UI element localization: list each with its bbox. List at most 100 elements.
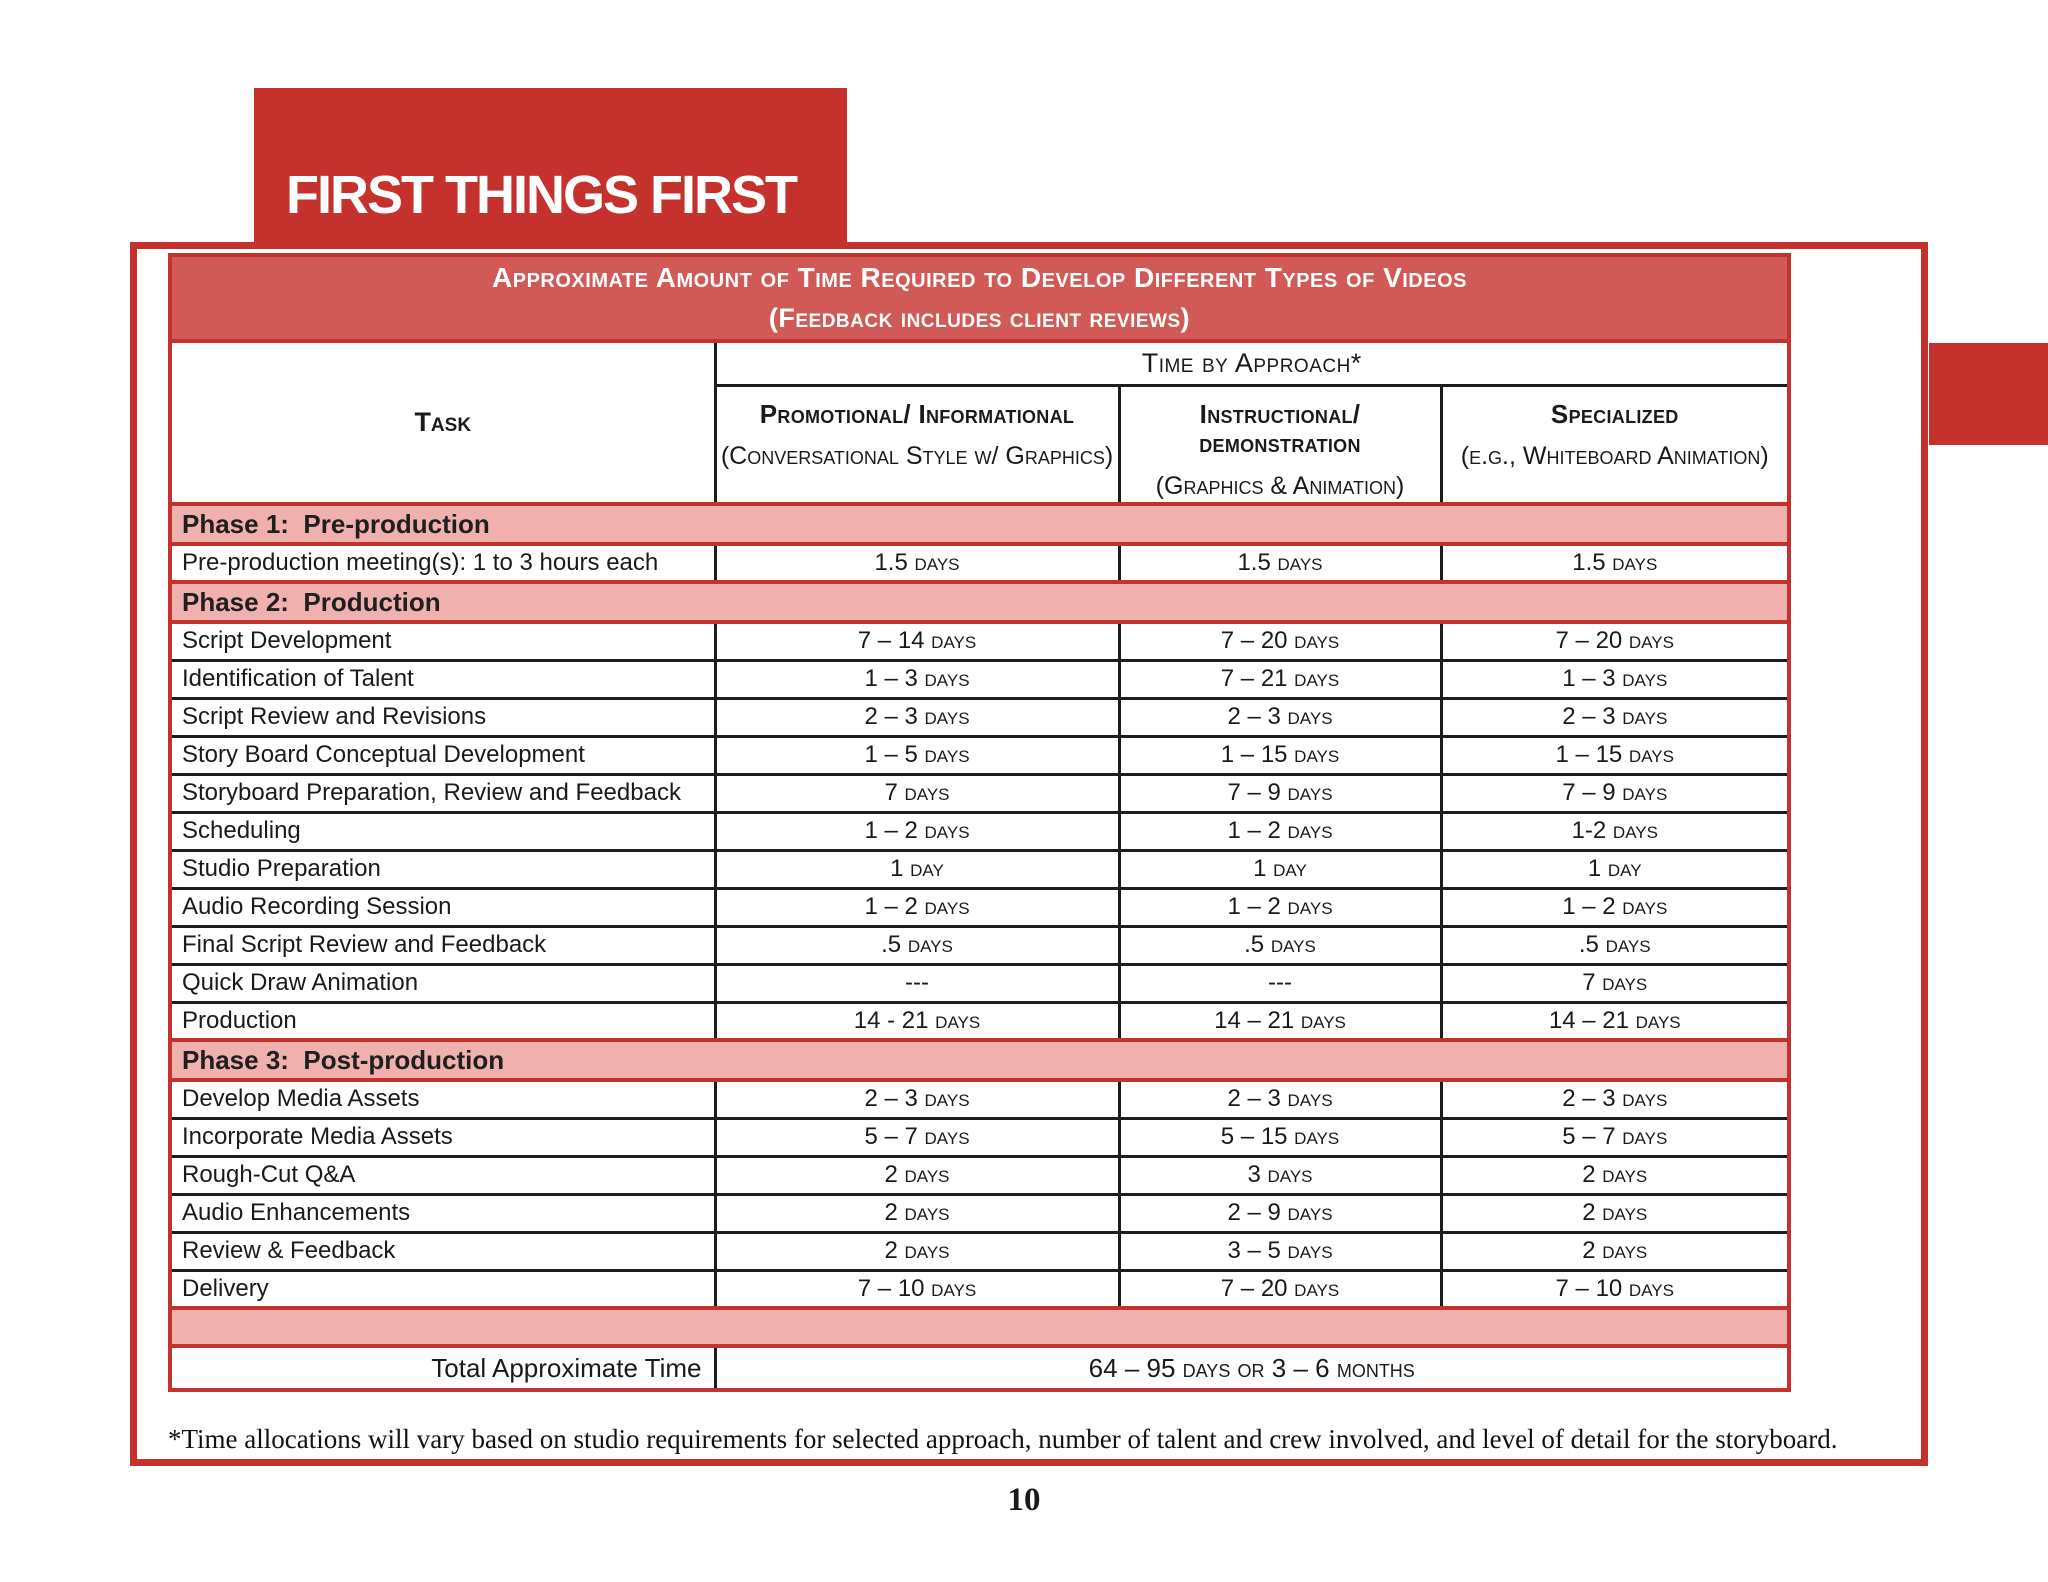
task-cell: Story Board Conceptual Development <box>170 734 715 775</box>
task-cell: Final Script Review and Feedback <box>170 924 715 965</box>
table-row: Audio Enhancements 2 days 2 – 9 days 2 d… <box>170 1192 1790 1233</box>
value-cell: 5 – 15 days <box>1117 1116 1441 1157</box>
table-row: Studio Preparation 1 day 1 day 1 day <box>170 848 1790 889</box>
value-cell: 1 day <box>1117 848 1441 889</box>
value-cell: 1 day <box>713 848 1119 889</box>
column-label: Instructional/ demonstration <box>1199 398 1361 459</box>
table-row: Story Board Conceptual Development 1 – 5… <box>170 734 1790 775</box>
total-row: Total Approximate Time 64 – 95 days or 3… <box>170 1346 1790 1391</box>
value-cell: 1 – 2 days <box>1117 810 1441 851</box>
task-cell: Rough-Cut Q&A <box>170 1154 715 1195</box>
value-cell: 1 – 5 days <box>713 734 1119 775</box>
table-subtitle: (Feedback includes client reviews) <box>768 303 1191 333</box>
value-cell: 1.5 days <box>1117 542 1441 583</box>
table-row: Incorporate Media Assets 5 – 7 days 5 – … <box>170 1116 1790 1157</box>
table-row: Final Script Review and Feedback .5 days… <box>170 924 1790 965</box>
time-table: Approximate Amount of Time Required to D… <box>168 253 1792 1393</box>
value-cell: 2 days <box>713 1230 1119 1271</box>
value-cell: 1 – 2 days <box>713 810 1119 851</box>
table-row: Rough-Cut Q&A 2 days 3 days 2 days <box>170 1154 1790 1195</box>
value-cell: 1 – 2 days <box>1439 886 1790 927</box>
value-cell: 7 – 20 days <box>1117 620 1441 661</box>
value-cell: 2 – 9 days <box>1117 1192 1441 1233</box>
banner-title: FIRST THINGS FIRST <box>286 165 798 225</box>
value-cell: 7 – 20 days <box>1439 620 1790 661</box>
value-cell: 2 days <box>1439 1230 1790 1271</box>
table-title-row: Approximate Amount of Time Required to D… <box>170 255 1790 343</box>
column-sublabel: (e.g., Whiteboard Animation) <box>1460 442 1769 471</box>
table-row: Review & Feedback 2 days 3 – 5 days 2 da… <box>170 1230 1790 1271</box>
task-cell: Script Review and Revisions <box>170 696 715 737</box>
value-cell: 3 days <box>1117 1154 1441 1195</box>
value-cell: 1.5 days <box>1439 542 1790 583</box>
value-cell: 2 – 3 days <box>1117 1078 1441 1119</box>
value-cell: 7 – 21 days <box>1117 658 1441 699</box>
column-label: Promotional/ Informational <box>759 398 1075 429</box>
approach-header-row: Task Time by Approach* <box>170 341 1790 505</box>
table-title: Approximate Amount of Time Required to D… <box>492 262 1467 293</box>
phase-row: Phase 1: Pre-production <box>170 502 1790 547</box>
value-cell: 1 – 2 days <box>1117 886 1441 927</box>
value-cell: 1 – 2 days <box>713 886 1119 927</box>
task-cell: Script Development <box>170 620 715 661</box>
task-cell: Scheduling <box>170 810 715 851</box>
approach-header: Time by Approach* <box>713 341 1790 387</box>
value-cell: 14 – 21 days <box>1439 1000 1790 1041</box>
table-body: Phase 1: Pre-production Pre-production m… <box>170 502 1790 1309</box>
column-header-promotional: Promotional/ Informational (Conversation… <box>713 385 1119 505</box>
value-cell: 14 – 21 days <box>1117 1000 1441 1041</box>
task-cell: Audio Recording Session <box>170 886 715 927</box>
task-cell: Quick Draw Animation <box>170 962 715 1003</box>
task-cell: Incorporate Media Assets <box>170 1116 715 1157</box>
table-row: Identification of Talent 1 – 3 days 7 – … <box>170 658 1790 699</box>
table-row: Pre-production meeting(s): 1 to 3 hours … <box>170 542 1790 583</box>
phase-header: Phase 3: Post-production <box>170 1038 1790 1083</box>
task-cell: Audio Enhancements <box>170 1192 715 1233</box>
value-cell: 5 – 7 days <box>713 1116 1119 1157</box>
footnote: *Time allocations will vary based on stu… <box>168 1424 1838 1454</box>
value-cell: 2 – 3 days <box>713 696 1119 737</box>
value-cell: 2 days <box>1439 1154 1790 1195</box>
phase-header: Phase 1: Pre-production <box>170 502 1790 547</box>
value-cell: 2 days <box>713 1192 1119 1233</box>
value-cell: 2 days <box>713 1154 1119 1195</box>
table-row: Quick Draw Animation --- --- 7 days <box>170 962 1790 1003</box>
value-cell: --- <box>1117 962 1441 1003</box>
value-cell: 2 – 3 days <box>713 1078 1119 1119</box>
value-cell: 2 – 3 days <box>1117 696 1441 737</box>
column-sublabel: (Conversational Style w/ Graphics) <box>720 442 1114 471</box>
task-column-header: Task <box>170 341 715 505</box>
value-cell: 1 – 15 days <box>1439 734 1790 775</box>
value-cell: 2 – 3 days <box>1439 696 1790 737</box>
task-cell: Review & Feedback <box>170 1230 715 1271</box>
column-sublabel: (Graphics & Animation) <box>1155 472 1405 501</box>
value-cell: 7 – 9 days <box>1439 772 1790 813</box>
table-foot: Total Approximate Time 64 – 95 days or 3… <box>170 1306 1790 1391</box>
value-cell: 7 days <box>1439 962 1790 1003</box>
table-row: Storyboard Preparation, Review and Feedb… <box>170 772 1790 813</box>
value-cell: 7 – 9 days <box>1117 772 1441 813</box>
value-cell: 7 – 20 days <box>1117 1268 1441 1309</box>
value-cell: 7 – 14 days <box>713 620 1119 661</box>
value-cell: 3 – 5 days <box>1117 1230 1441 1271</box>
total-label: Total Approximate Time <box>431 1352 702 1383</box>
value-cell: .5 days <box>1117 924 1441 965</box>
spacer-row <box>170 1306 1790 1349</box>
table-row: Scheduling 1 – 2 days 1 – 2 days 1-2 day… <box>170 810 1790 851</box>
table-row: Script Review and Revisions 2 – 3 days 2… <box>170 696 1790 737</box>
column-header-specialized: Specialized (e.g., Whiteboard Animation) <box>1439 385 1790 505</box>
task-cell: Storyboard Preparation, Review and Feedb… <box>170 772 715 813</box>
value-cell: .5 days <box>1439 924 1790 965</box>
column-headers-row: Promotional/ Informational (Conversation… <box>170 385 1790 505</box>
section-banner: FIRST THINGS FIRST <box>254 88 847 242</box>
table-row: Audio Recording Session 1 – 2 days 1 – 2… <box>170 886 1790 927</box>
value-cell: 1 – 15 days <box>1117 734 1441 775</box>
table-row: Production 14 - 21 days 14 – 21 days 14 … <box>170 1000 1790 1041</box>
table-row: Develop Media Assets 2 – 3 days 2 – 3 da… <box>170 1078 1790 1119</box>
total-value: 64 – 95 days or 3 – 6 months <box>713 1346 1790 1391</box>
phase-row: Phase 2: Production <box>170 580 1790 625</box>
task-cell: Production <box>170 1000 715 1041</box>
side-tab <box>1929 343 2048 445</box>
table-row: Delivery 7 – 10 days 7 – 20 days 7 – 10 … <box>170 1268 1790 1309</box>
value-cell: 1-2 days <box>1439 810 1790 851</box>
